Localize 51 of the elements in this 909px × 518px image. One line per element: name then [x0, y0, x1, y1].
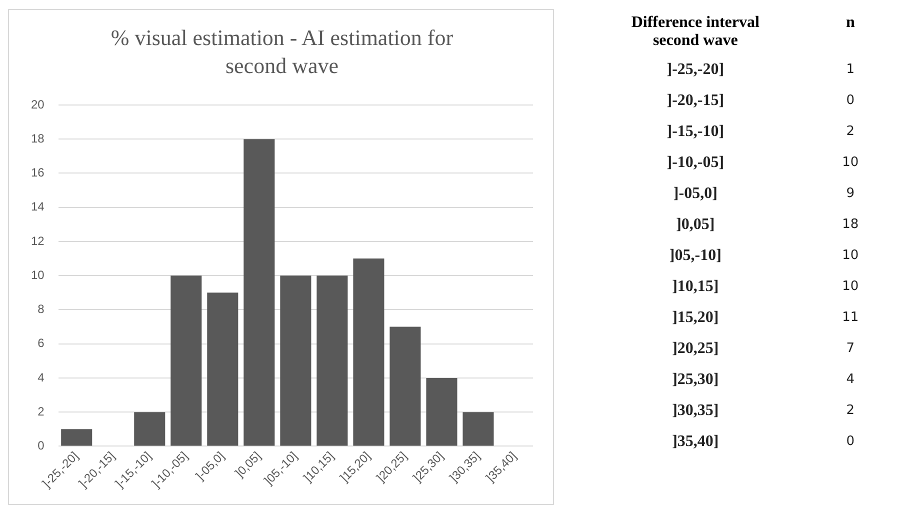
text: n [844, 13, 856, 33]
bar [390, 326, 421, 446]
data-label: 0 [845, 433, 856, 451]
y-tick-label: 0 [38, 438, 45, 453]
bar [170, 276, 202, 446]
data-label: 9 [845, 185, 856, 203]
data-label: 7 [845, 340, 856, 358]
category-label: ]-15,-10] [666, 122, 726, 142]
y-tick-label: 4 [38, 370, 45, 384]
data-label: 0 [845, 92, 856, 110]
bar [426, 378, 458, 446]
y-tick-label: 16 [30, 166, 45, 180]
data-label: 2 [845, 402, 856, 420]
data-label: 1 [845, 61, 856, 79]
bar [61, 429, 92, 446]
category-label: ]05,-10] [668, 246, 722, 266]
y-tick-label: 10 [30, 268, 45, 282]
data-label: 10 [841, 154, 860, 172]
category-label: ]20,25] [671, 338, 720, 358]
y-tick-label: 6 [38, 336, 45, 350]
category-label: ]35,40] [671, 432, 720, 452]
bar [280, 276, 312, 446]
category-label: ]-10,-05] [666, 152, 726, 172]
bar [207, 292, 238, 446]
category-label: ]0,05] [675, 214, 716, 234]
data-label: 4 [845, 371, 856, 389]
y-tick-label: 20 [30, 97, 45, 112]
bar [353, 258, 384, 446]
category-label: ]-05,0] [672, 184, 718, 204]
category-label: ]30,35] [671, 400, 720, 420]
bar [134, 412, 166, 446]
bar [316, 276, 348, 446]
category-label: ]10,15] [671, 276, 720, 296]
data-label: 11 [841, 309, 860, 327]
y-tick-label: 14 [30, 200, 45, 214]
chart-title: % visual estimation - AI estimation for second wave [110, 24, 454, 80]
data-label: 2 [845, 123, 856, 141]
data-label: 10 [841, 278, 860, 296]
y-tick-label: 18 [30, 131, 45, 146]
category-label: ]-20,-15] [666, 90, 726, 110]
category-label: ]-25,-20] [666, 60, 726, 80]
y-tick-label: 8 [38, 302, 45, 316]
data-label: 18 [841, 216, 860, 234]
data-label: 10 [841, 247, 860, 265]
bar [462, 412, 494, 446]
bar [244, 139, 275, 446]
text: Difference interval second wave [630, 13, 760, 51]
y-tick-label: 12 [30, 234, 45, 248]
y-tick-label: 2 [38, 404, 45, 418]
category-label: ]15,20] [671, 308, 720, 328]
category-label: ]25,30] [671, 370, 720, 390]
